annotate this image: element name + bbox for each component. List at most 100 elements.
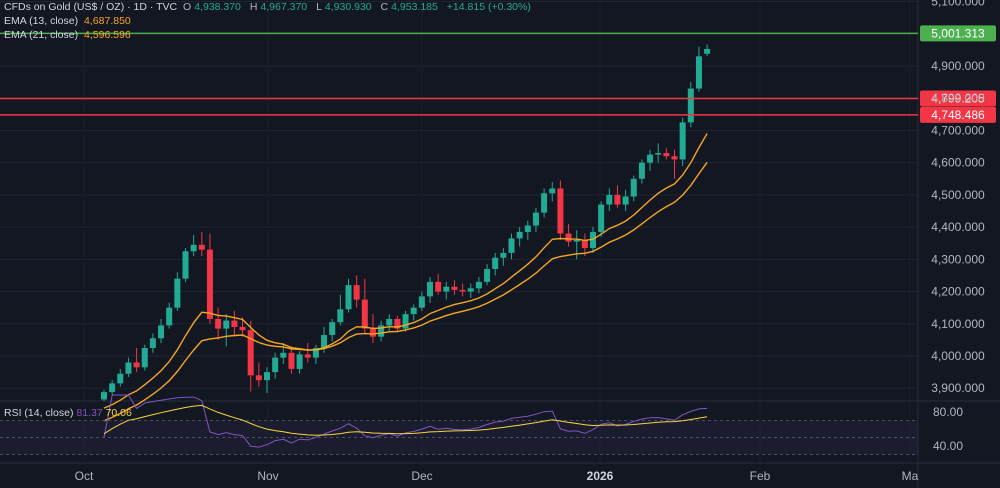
- candle-body: [516, 231, 523, 239]
- candle[interactable]: [655, 143, 662, 163]
- candle-body: [484, 269, 491, 282]
- candle[interactable]: [149, 333, 156, 353]
- candle[interactable]: [410, 304, 417, 321]
- candle-body: [296, 354, 303, 369]
- candle[interactable]: [272, 352, 279, 379]
- candle[interactable]: [695, 46, 702, 92]
- candle[interactable]: [647, 149, 654, 171]
- candle[interactable]: [166, 302, 173, 329]
- symbol-title: CFDs on Gold (US$ / OZ) · 1D · TVC: [4, 1, 178, 13]
- candle[interactable]: [198, 231, 205, 257]
- candle[interactable]: [353, 275, 360, 308]
- candle[interactable]: [451, 280, 458, 295]
- candle[interactable]: [394, 315, 401, 332]
- candle[interactable]: [549, 182, 556, 202]
- rsi-ma-line[interactable]: [103, 404, 708, 436]
- candle[interactable]: [663, 148, 670, 160]
- candle-body: [508, 238, 515, 253]
- candle[interactable]: [630, 175, 637, 202]
- candle[interactable]: [418, 291, 425, 311]
- candle[interactable]: [581, 233, 588, 257]
- candle[interactable]: [614, 185, 621, 208]
- candle[interactable]: [606, 188, 613, 211]
- candle[interactable]: [508, 233, 515, 260]
- candle[interactable]: [467, 283, 474, 299]
- candle[interactable]: [101, 389, 107, 402]
- ema21-line[interactable]: [103, 161, 708, 422]
- candle[interactable]: [443, 281, 450, 300]
- candle-body: [239, 327, 246, 331]
- candle[interactable]: [255, 362, 262, 387]
- candle[interactable]: [158, 318, 165, 344]
- candle[interactable]: [109, 380, 116, 395]
- candle[interactable]: [206, 233, 213, 324]
- candle[interactable]: [264, 367, 270, 394]
- candle[interactable]: [345, 278, 352, 313]
- candle[interactable]: [565, 223, 572, 247]
- candle[interactable]: [288, 346, 295, 374]
- candle[interactable]: [304, 343, 311, 363]
- candle[interactable]: [141, 344, 148, 371]
- candle-body: [524, 225, 531, 232]
- ema21-label: EMA (21, close): [4, 29, 79, 41]
- candle[interactable]: [704, 44, 711, 57]
- open-label: O: [183, 1, 192, 13]
- candle[interactable]: [402, 310, 409, 332]
- candle[interactable]: [541, 188, 548, 218]
- candle[interactable]: [296, 351, 303, 374]
- candle[interactable]: [215, 307, 222, 340]
- candle[interactable]: [117, 368, 124, 387]
- candle[interactable]: [459, 283, 466, 297]
- candle[interactable]: [532, 207, 539, 232]
- candle[interactable]: [174, 272, 181, 311]
- candle[interactable]: [239, 317, 246, 337]
- candle[interactable]: [223, 314, 230, 347]
- candle-body: [663, 153, 670, 157]
- low-value: 4,930.930: [324, 1, 372, 13]
- candle[interactable]: [475, 277, 482, 294]
- close-label: C: [380, 1, 389, 13]
- candle[interactable]: [524, 220, 531, 240]
- candle[interactable]: [247, 320, 254, 392]
- candle[interactable]: [622, 190, 629, 211]
- candle[interactable]: [500, 248, 507, 266]
- time-axis-label: Feb: [750, 469, 771, 483]
- candle-body: [272, 357, 279, 373]
- candle[interactable]: [598, 201, 605, 237]
- candle-body: [557, 188, 564, 234]
- level-price-tag: [920, 25, 996, 42]
- candle[interactable]: [590, 227, 596, 253]
- ema21-legend[interactable]: EMA (21, close) 4,596.596: [4, 29, 134, 41]
- candle[interactable]: [427, 277, 433, 303]
- price-axis-label: 4,200.000: [931, 285, 985, 299]
- candle[interactable]: [386, 314, 393, 332]
- candle[interactable]: [638, 159, 645, 184]
- candle[interactable]: [190, 235, 197, 257]
- candle[interactable]: [492, 252, 499, 276]
- candle[interactable]: [687, 82, 694, 128]
- candle[interactable]: [231, 310, 238, 337]
- candle-body: [337, 309, 344, 323]
- candle[interactable]: [378, 320, 385, 342]
- candle[interactable]: [361, 278, 368, 334]
- candle[interactable]: [182, 248, 189, 282]
- price-axis-label: 4,600.000: [931, 156, 985, 170]
- candle[interactable]: [679, 117, 686, 166]
- candle-body: [255, 375, 262, 381]
- ema13-legend[interactable]: EMA (13, close) 4,687.850: [4, 15, 134, 27]
- candle[interactable]: [337, 294, 344, 326]
- ema13-line[interactable]: [103, 133, 708, 409]
- candle[interactable]: [484, 264, 491, 286]
- candle-body: [647, 154, 654, 163]
- candle[interactable]: [329, 318, 336, 342]
- candle[interactable]: [125, 357, 132, 377]
- candle[interactable]: [435, 273, 442, 295]
- candle[interactable]: [557, 180, 564, 240]
- candle[interactable]: [312, 344, 319, 365]
- candle[interactable]: [133, 347, 140, 373]
- rsi-line[interactable]: [103, 394, 708, 448]
- rsi-legend[interactable]: RSI (14, close) 81.37 70.06: [4, 407, 132, 419]
- candle[interactable]: [671, 149, 678, 179]
- candle[interactable]: [516, 227, 523, 247]
